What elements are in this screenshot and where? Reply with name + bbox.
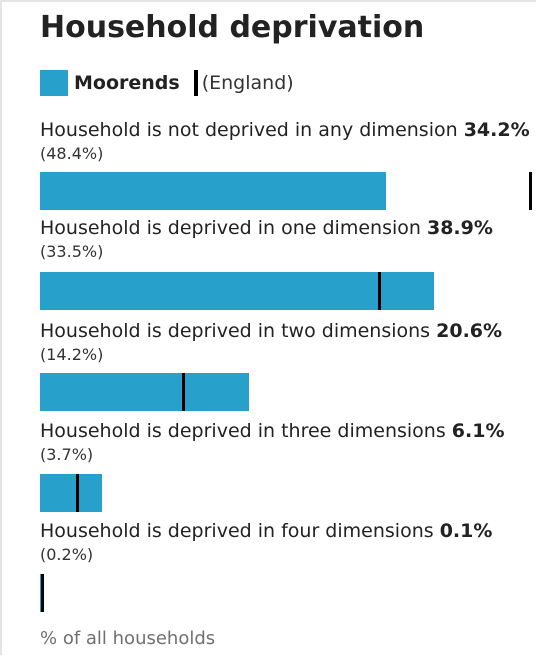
reference-label: (33.5%) xyxy=(40,242,104,261)
legend: Moorends (England) xyxy=(40,70,294,98)
category-label: Household is deprived in three dimension… xyxy=(40,420,532,466)
bar xyxy=(40,373,249,411)
reference-marker xyxy=(75,474,79,512)
reference-marker xyxy=(377,272,381,310)
reference-marker xyxy=(528,172,532,210)
legend-label: Moorends xyxy=(74,72,180,94)
legend-marker xyxy=(193,70,198,96)
bar xyxy=(40,272,434,310)
bar xyxy=(40,474,102,512)
reference-marker xyxy=(40,574,44,612)
chart-title: Household deprivation xyxy=(40,10,425,45)
category-label: Household is deprived in four dimensions… xyxy=(40,520,532,566)
category-label: Household is deprived in one dimension 3… xyxy=(40,217,532,263)
bar xyxy=(40,172,387,210)
category-text: Household is deprived in one dimension xyxy=(40,217,421,239)
category-text: Household is deprived in three dimension… xyxy=(40,420,446,442)
legend-label: (England) xyxy=(201,72,294,94)
value-label: 20.6% xyxy=(436,320,503,342)
reference-marker xyxy=(182,373,186,411)
bar xyxy=(40,574,41,612)
value-label: 0.1% xyxy=(439,520,493,542)
category-text: Household is deprived in two dimensions xyxy=(40,320,431,342)
x-axis-label: % of all households xyxy=(40,628,216,649)
value-label: 38.9% xyxy=(426,217,493,239)
reference-label: (0.2%) xyxy=(40,545,94,564)
category-label: Household is deprived in two dimensions … xyxy=(40,320,532,366)
category-label: Household is not deprived in any dimensi… xyxy=(40,119,532,165)
value-label: 6.1% xyxy=(451,420,505,442)
legend-swatch xyxy=(40,70,68,96)
reference-label: (3.7%) xyxy=(40,445,94,464)
category-text: Household is deprived in four dimensions xyxy=(40,520,434,542)
value-label: 34.2% xyxy=(463,119,530,141)
reference-label: (48.4%) xyxy=(40,144,104,163)
reference-label: (14.2%) xyxy=(40,345,104,364)
category-text: Household is not deprived in any dimensi… xyxy=(40,119,458,141)
